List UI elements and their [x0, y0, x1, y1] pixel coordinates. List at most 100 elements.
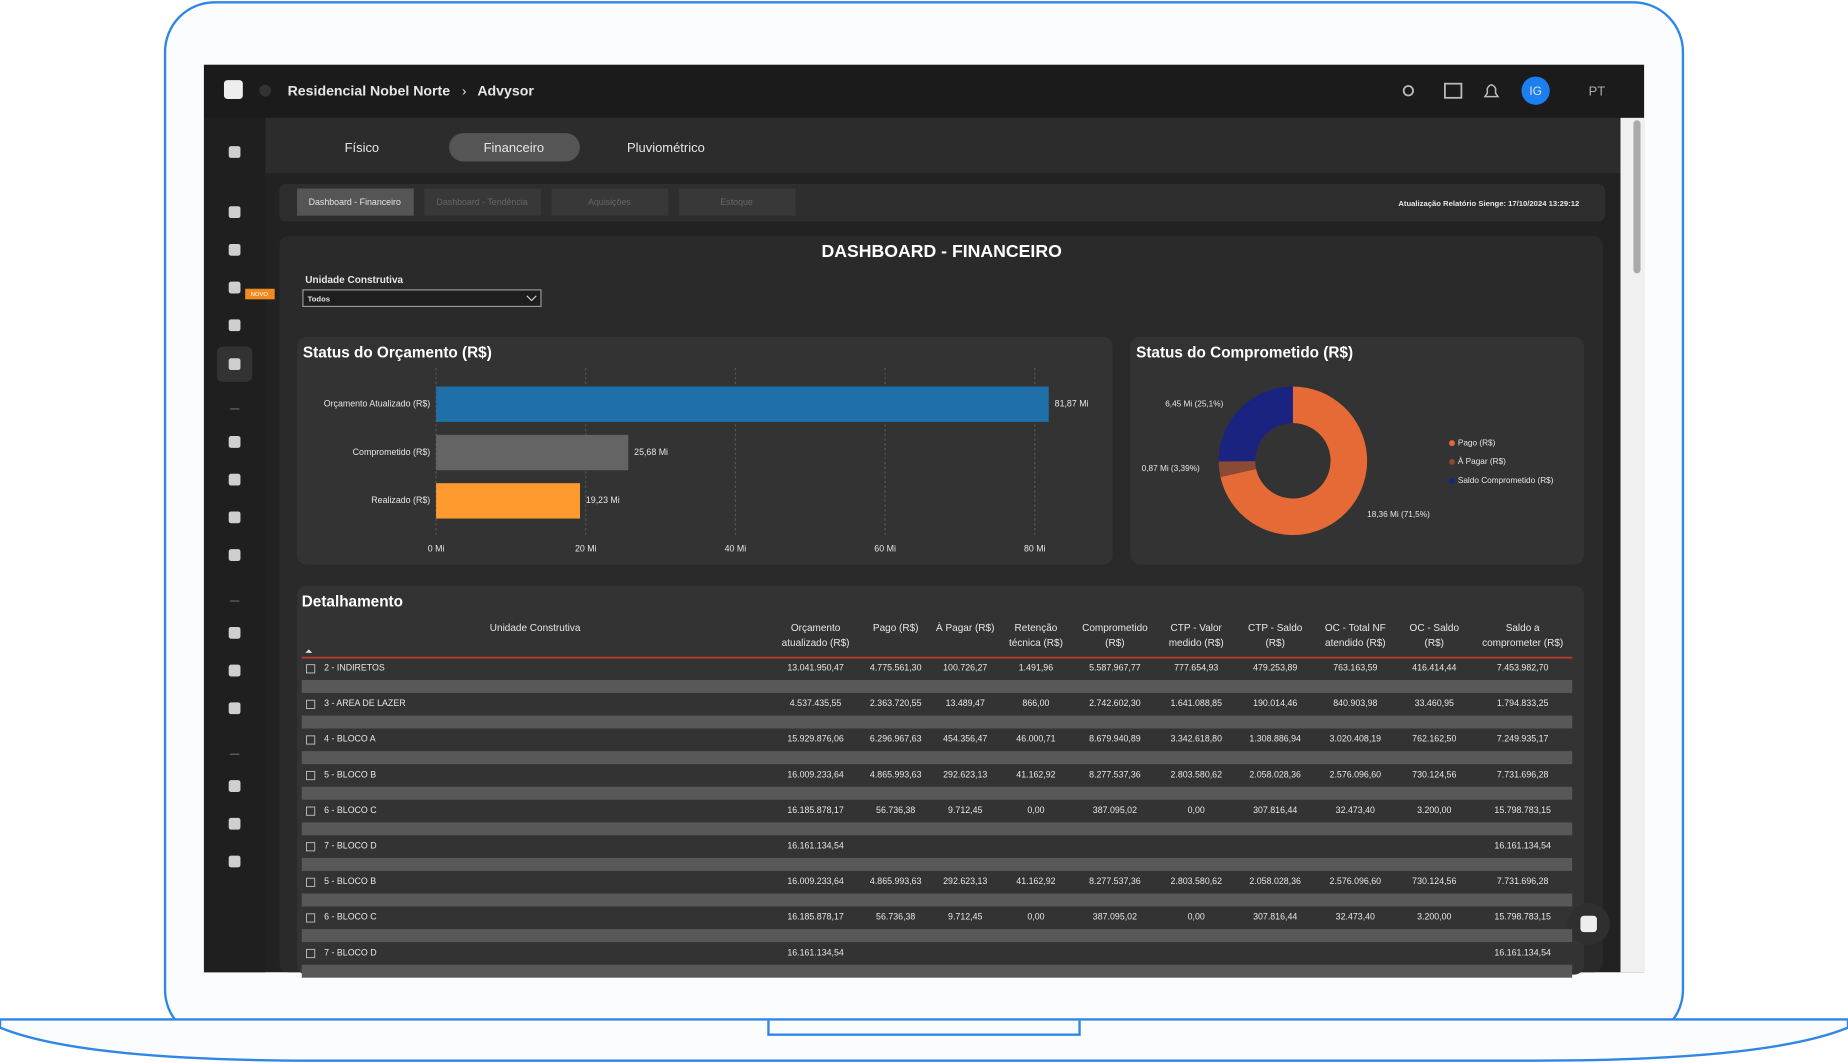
- cell-value: 3.200,00: [1417, 805, 1451, 815]
- nav-icon[interactable]: [228, 780, 241, 792]
- update-note: Atualização Relatório Sienge: 17/10/2024…: [1398, 199, 1579, 208]
- cell-value: 866,00: [1022, 698, 1049, 708]
- cell-value: 2.803.580,62: [1170, 876, 1222, 886]
- column-header[interactable]: técnica (R$): [1009, 638, 1063, 649]
- tab[interactable]: Pluviométrico: [627, 140, 705, 155]
- search-icon[interactable]: [1402, 85, 1414, 97]
- store-icon[interactable]: [1444, 82, 1463, 99]
- data-label: 0,87 Mi (3,39%): [1142, 464, 1200, 473]
- column-header[interactable]: atualizado (R$): [782, 638, 850, 649]
- row-label: 4 - BLOCO A: [324, 734, 376, 744]
- nav-icon[interactable]: [228, 473, 241, 486]
- scroll-thumb[interactable]: [1633, 120, 1641, 274]
- column-header[interactable]: comprometer (R$): [1482, 638, 1563, 649]
- language[interactable]: PT: [1589, 83, 1606, 98]
- data-label: 19,23 Mi: [586, 495, 620, 505]
- cell-value: 1.794.833,25: [1497, 698, 1549, 708]
- expand-icon[interactable]: [305, 770, 316, 781]
- bar: [436, 483, 581, 519]
- expand-icon[interactable]: [305, 948, 316, 959]
- cell-value: 15.929.876,06: [787, 734, 844, 744]
- x-tick-label: 60 Mi: [874, 544, 896, 554]
- tab[interactable]: Físico: [345, 140, 380, 155]
- nav-icon[interactable]: [228, 146, 241, 158]
- expand-icon[interactable]: [305, 877, 316, 887]
- cell-value: 2.576.096,60: [1330, 876, 1382, 886]
- expand-icon[interactable]: [305, 806, 316, 816]
- cell-value: 3.342.618,80: [1170, 734, 1222, 744]
- sort-arrow[interactable]: [305, 649, 313, 653]
- column-header[interactable]: Saldo a: [1506, 623, 1540, 634]
- dashboard-title: DASHBOARD - FINANCEIRO: [822, 241, 1062, 261]
- column-header[interactable]: (R$): [1265, 638, 1284, 649]
- column-header[interactable]: Retenção: [1015, 623, 1058, 634]
- expand-icon[interactable]: [305, 913, 316, 923]
- bar: [436, 434, 629, 471]
- column-header[interactable]: Unidade Construtiva: [490, 623, 581, 634]
- column-header[interactable]: Comprometido: [1082, 623, 1148, 634]
- cell-value: 32.473,40: [1336, 912, 1375, 922]
- nav-icon[interactable]: [228, 436, 241, 448]
- cell-value: 1.308.886,94: [1249, 734, 1301, 744]
- cell-value: 1.641.088,85: [1170, 698, 1222, 708]
- column-header[interactable]: À Pagar (R$): [936, 621, 994, 634]
- nav-icon[interactable]: [228, 358, 241, 371]
- row-label: 3 - AREA DE LAZER: [324, 698, 405, 708]
- column-header[interactable]: atendido (R$): [1325, 638, 1386, 649]
- subtab-active[interactable]: [297, 188, 414, 216]
- nav-icon[interactable]: [228, 206, 241, 219]
- expand-icon[interactable]: [305, 842, 316, 852]
- cell-value: 8.679.940,89: [1089, 734, 1141, 744]
- logo[interactable]: [223, 80, 243, 99]
- nav-icon[interactable]: [228, 243, 241, 256]
- subtab[interactable]: [424, 188, 541, 216]
- legend-label[interactable]: À Pagar (R$): [1458, 456, 1506, 466]
- nav-icon[interactable]: [228, 549, 241, 561]
- column-header[interactable]: (R$): [1425, 638, 1444, 649]
- nav-icon[interactable]: [228, 664, 241, 677]
- cell-value: 4.775.561,30: [870, 663, 922, 673]
- subtab[interactable]: [678, 188, 796, 216]
- cell-value: 41.162,92: [1016, 876, 1055, 886]
- nav-icon[interactable]: [228, 817, 241, 830]
- expand-icon[interactable]: [305, 664, 316, 674]
- bell-icon[interactable]: [1483, 84, 1500, 98]
- cell-value: 387.095,02: [1093, 912, 1137, 922]
- y-tick-label: Orçamento Atualizado (R$): [324, 399, 431, 409]
- filter-dropdown[interactable]: [302, 289, 542, 307]
- expand-icon[interactable]: [305, 735, 316, 745]
- tab[interactable]: Financeiro: [484, 140, 544, 155]
- column-header[interactable]: OC - Saldo: [1410, 623, 1460, 634]
- column-header[interactable]: (R$): [1105, 638, 1124, 649]
- nav-icon[interactable]: [228, 626, 241, 639]
- row-label: 6 - BLOCO C: [324, 805, 377, 815]
- nav-icon[interactable]: [228, 281, 241, 294]
- nav-icon[interactable]: [228, 511, 241, 524]
- expand-icon[interactable]: [305, 699, 316, 709]
- column-header[interactable]: OC - Total NF: [1325, 623, 1386, 634]
- nav-icon[interactable]: [228, 855, 241, 868]
- breadcrumb-separator: ›: [462, 83, 466, 98]
- nav-icon[interactable]: [228, 702, 241, 715]
- avatar[interactable]: [1521, 76, 1550, 105]
- collapse-button[interactable]: [259, 84, 272, 97]
- cell-value: 9.712,45: [948, 805, 982, 815]
- active-tab: [449, 133, 580, 162]
- legend-label[interactable]: Saldo Comprometido (R$): [1458, 476, 1554, 485]
- row-separator: [301, 786, 1573, 800]
- column-header[interactable]: CTP - Saldo: [1248, 623, 1303, 634]
- column-header[interactable]: Pago (R$): [873, 623, 919, 634]
- column-header[interactable]: medido (R$): [1169, 638, 1224, 649]
- cell-value: 16.009.233,64: [787, 876, 844, 886]
- row-label: 5 - BLOCO B: [324, 769, 376, 779]
- subtab[interactable]: [551, 188, 669, 216]
- column-header[interactable]: CTP - Valor: [1171, 623, 1223, 634]
- cell-value: 15.798.783,15: [1494, 805, 1551, 815]
- cell-value: 16.161.134,54: [1494, 840, 1551, 850]
- legend-label[interactable]: Pago (R$): [1458, 438, 1496, 447]
- cell-value: 56.736,38: [876, 805, 915, 815]
- nav-icon[interactable]: [228, 319, 241, 332]
- row-separator: [301, 929, 1573, 943]
- cell-value: 7.731.696,28: [1497, 876, 1549, 886]
- column-header[interactable]: Orçamento: [791, 623, 841, 634]
